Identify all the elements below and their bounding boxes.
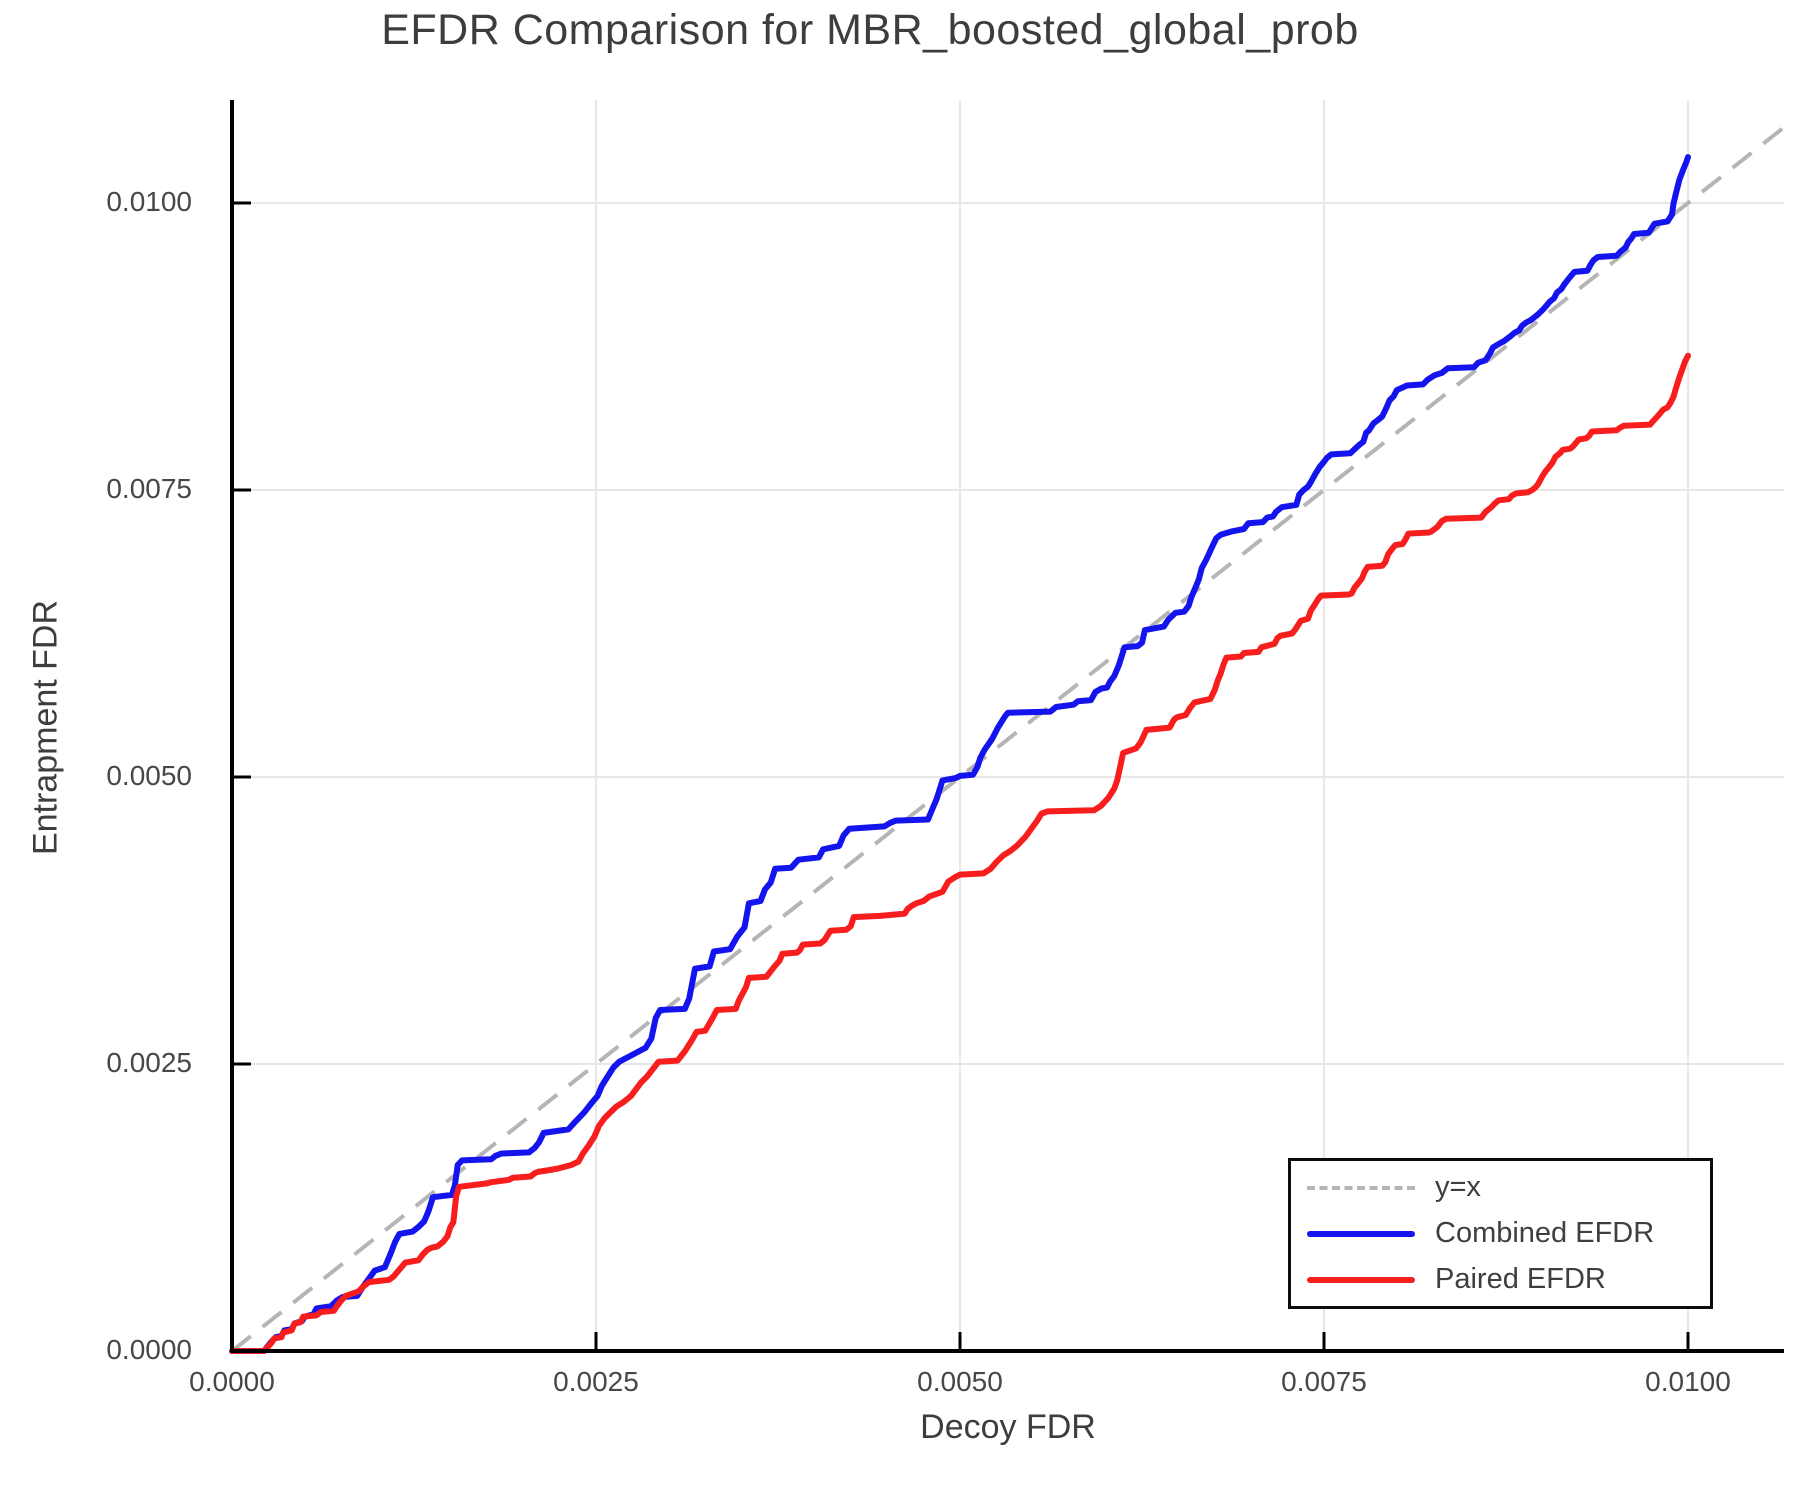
x-axis-label: Decoy FDR — [920, 1408, 1096, 1446]
x-tick-label: 0.0000 — [189, 1366, 275, 1397]
legend-entry-identity: y=x — [1291, 1169, 1710, 1207]
y-tick-label: 0.0050 — [106, 760, 192, 791]
x-tick-label: 0.0050 — [917, 1366, 1003, 1397]
legend-entry-combined: Combined EFDR — [1291, 1215, 1710, 1253]
x-tick-label: 0.0025 — [553, 1366, 639, 1397]
chart-title: EFDR Comparison for MBR_boosted_global_p… — [381, 6, 1359, 54]
legend-line-combined — [1307, 1230, 1415, 1237]
x-tick-label: 0.0075 — [1281, 1366, 1367, 1397]
legend-entry-paired: Paired EFDR — [1291, 1261, 1710, 1299]
legend-label: y=x — [1435, 1171, 1481, 1203]
y-tick-label: 0.0000 — [106, 1334, 192, 1365]
legend-line-dashed — [1307, 1185, 1415, 1190]
y-axis-label: Entrapment FDR — [26, 599, 65, 856]
legend-line-paired — [1307, 1276, 1415, 1283]
legend-label: Combined EFDR — [1435, 1217, 1655, 1249]
y-tick-label: 0.0100 — [106, 186, 192, 217]
y-tick-label: 0.0025 — [106, 1047, 192, 1078]
y-tick-label: 0.0075 — [106, 473, 192, 504]
legend-label: Paired EFDR — [1435, 1263, 1606, 1295]
legend: y=x Combined EFDR Paired EFDR — [1288, 1158, 1713, 1309]
x-tick-label: 0.0100 — [1645, 1366, 1731, 1397]
